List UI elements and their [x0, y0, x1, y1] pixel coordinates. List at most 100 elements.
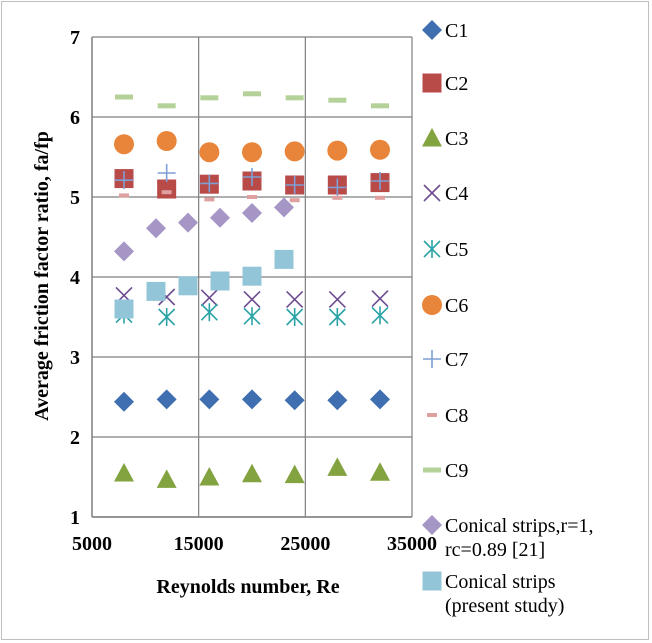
data-point-c4	[286, 290, 304, 308]
legend-marker	[423, 350, 441, 368]
legend-label: Conical strips (present study)	[445, 571, 564, 617]
data-point-conical-strips-r-1-rc-0-89-21	[146, 218, 166, 239]
data-point-c7	[328, 178, 347, 197]
data-point-c8	[204, 197, 215, 202]
data-point-c3	[284, 464, 305, 484]
data-point-c8	[332, 195, 343, 200]
data-point-c4	[328, 290, 346, 308]
data-point-c1	[284, 390, 305, 411]
data-point-conical-strips-r-1-rc-0-89-21	[114, 241, 134, 262]
legend-marker	[422, 571, 442, 591]
data-point-conical-strips-r-1-rc-0-89-21	[210, 207, 230, 228]
data-point-c4	[200, 289, 218, 307]
data-point-c7	[371, 172, 389, 190]
y-tick-label: 5	[70, 187, 80, 209]
data-point-c1	[156, 389, 177, 410]
y-tick-label: 7	[70, 27, 80, 49]
legend-label: C8	[445, 405, 468, 427]
data-point-c5	[243, 307, 261, 326]
legend-label: C3	[445, 128, 468, 150]
data-point-c5	[286, 308, 304, 326]
data-point-c1	[327, 390, 348, 411]
data-point-c3	[114, 463, 134, 482]
legend-label: C6	[445, 295, 468, 317]
data-point-conical-strips-r-1-rc-0-89-21	[178, 212, 198, 233]
data-point-c6	[199, 142, 220, 163]
data-point-c9	[328, 97, 347, 103]
legend-marker	[422, 73, 442, 93]
data-point-c5	[200, 303, 218, 322]
data-point-c4	[243, 290, 261, 308]
axes	[91, 37, 412, 518]
y-tick-label: 3	[70, 347, 80, 369]
data-point-conical-strips-r-1-rc-0-89-21	[274, 197, 294, 218]
data-point-c9	[157, 103, 176, 109]
data-point-c6	[327, 140, 348, 161]
legend-entry: C8	[427, 405, 468, 427]
data-point-c9	[200, 95, 219, 101]
data-point-c5	[371, 306, 389, 325]
data-point-c3	[242, 463, 262, 483]
data-point-conical-strips-present-study	[210, 271, 230, 291]
data-point-c1	[114, 391, 134, 412]
data-point-c7	[243, 168, 261, 186]
data-point-conical-strips-present-study	[146, 281, 166, 301]
data-point-c7	[157, 164, 176, 182]
data-point-c3	[199, 467, 220, 486]
y-tick-label: 6	[70, 107, 80, 129]
data-point-conical-strips-present-study	[242, 266, 262, 286]
legend-label: C4	[445, 183, 468, 205]
data-point-c7	[285, 176, 304, 194]
data-point-conical-strips-present-study	[274, 249, 294, 269]
legend-label: Conical strips,r=1, rc=0.89 [21]	[445, 515, 594, 561]
data-point-c3	[327, 457, 348, 476]
legend-entry: C3	[422, 128, 468, 150]
legend-marker	[423, 467, 441, 473]
data-point-c1	[199, 389, 220, 410]
legend-entry: C1	[422, 20, 468, 42]
data-point-c4	[371, 290, 389, 308]
data-point-c8	[119, 193, 129, 198]
legend-marker	[422, 515, 442, 535]
data-point-c6	[242, 142, 262, 163]
data-point-c6	[370, 139, 390, 160]
legend: C1 C2 C3 C4 C5 C6 C7 C8 C9 Conical strips,r=1, rc=…	[422, 20, 594, 617]
data-point-c2	[157, 179, 177, 199]
data-point-c1	[370, 389, 390, 410]
data-point-c3	[370, 462, 390, 481]
x-tick-label: 5000	[72, 533, 112, 555]
legend-entry: Conical strips (present study)	[422, 571, 564, 617]
data-point-c3	[156, 469, 177, 488]
legend-label: C5	[445, 239, 468, 261]
data-point-c5	[328, 308, 346, 326]
legend-marker	[427, 413, 437, 417]
data-point-c7	[115, 171, 133, 190]
y-axis-title: Average friction factor ratio, fa/fp	[31, 131, 53, 421]
legend-entry: C2	[422, 73, 468, 95]
data-point-c7	[200, 174, 219, 193]
data-point-c5	[158, 308, 176, 326]
y-tick-label: 2	[70, 427, 80, 449]
y-tick-label: 4	[70, 267, 80, 289]
legend-label: C9	[445, 460, 468, 482]
data-point-conical-strips-present-study	[178, 276, 198, 296]
data-point-c8	[375, 195, 385, 200]
x-tick-label: 35000	[387, 533, 437, 555]
tick-labels: 1 2 3 4 5 6 7 5000 15000 25000 35000	[70, 27, 437, 555]
legend-entry: C6	[422, 295, 468, 317]
x-axis-title: Reynolds number, Re	[156, 576, 339, 598]
data-point-c9	[115, 94, 133, 100]
data-point-c9	[243, 91, 261, 97]
legend-label: C7	[445, 349, 468, 371]
legend-marker	[422, 295, 442, 315]
data-point-c8	[289, 198, 300, 203]
legend-entry: C4	[423, 183, 468, 205]
data-point-c8	[247, 195, 257, 199]
data-point-c8	[161, 190, 172, 195]
legend-entry: Conical strips,r=1, rc=0.89 [21]	[422, 515, 594, 561]
data-point-conical-strips-r-1-rc-0-89-21	[242, 203, 262, 223]
legend-label: C2	[445, 73, 468, 95]
legend-marker	[423, 240, 441, 258]
